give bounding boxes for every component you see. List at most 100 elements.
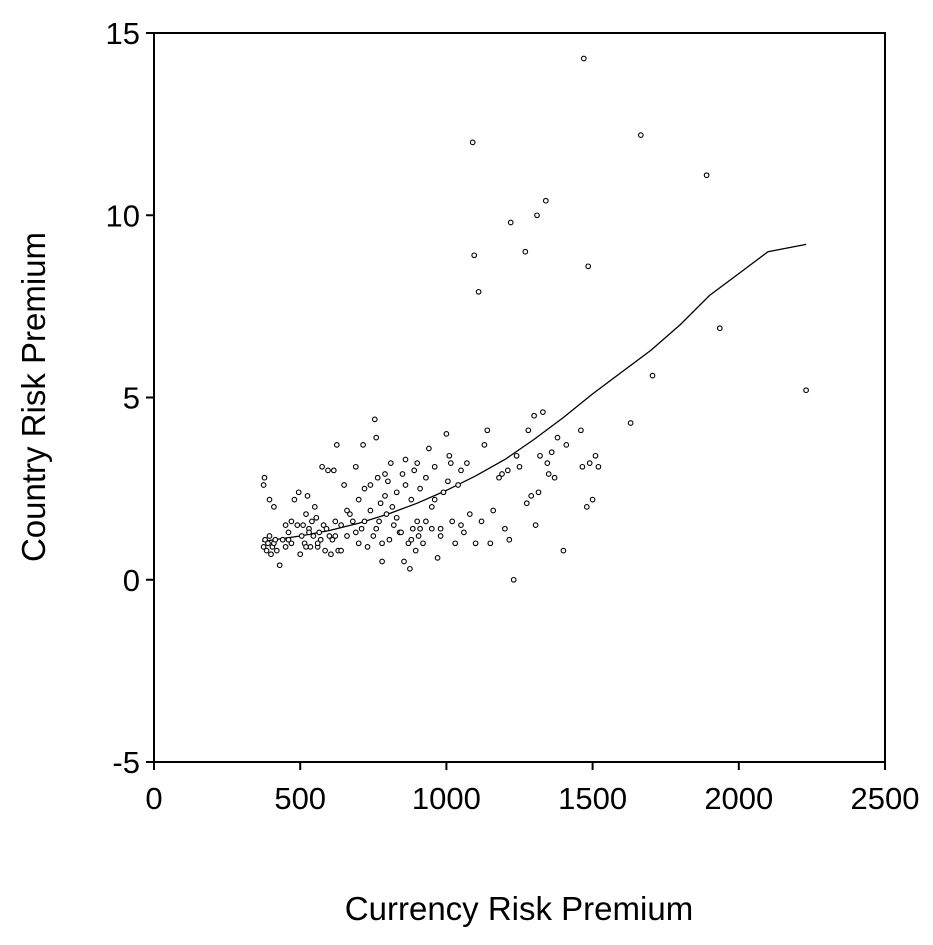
data-point [300,522,306,528]
data-point [414,460,421,466]
data-point [528,493,535,499]
data-point [322,547,328,554]
data-point [389,504,396,510]
data-point [446,452,453,459]
data-point [408,496,415,503]
data-point [382,471,388,477]
data-point [326,533,333,539]
data-point [487,540,494,547]
data-point [417,525,423,532]
data-point [516,463,523,470]
data-point [502,525,508,532]
data-point [443,431,450,437]
data-point [266,533,273,539]
fit-curve [262,243,807,543]
data-point [338,522,344,528]
data-point [385,478,391,485]
data-point [455,482,461,488]
data-point [379,540,385,547]
data-point [311,504,318,510]
data-point [352,529,359,536]
x-tick-label: 0 [145,781,162,816]
y-axis-title: Country Risk Premium [15,232,52,562]
data-point [506,536,513,543]
x-tick-label: 1000 [412,781,481,816]
data-point [472,540,479,547]
data-point [402,456,409,463]
data-point [637,132,644,138]
data-point [355,540,362,547]
data-point [279,536,286,543]
data-point [478,518,485,525]
data-point [358,525,365,532]
data-point [303,544,309,550]
data-point [398,529,404,536]
data-point [260,544,267,550]
data-point [288,540,295,547]
data-point [414,518,421,525]
data-point [803,387,809,394]
y-tick-label: 0 [123,563,140,598]
data-point [445,478,451,485]
data-points [260,55,809,583]
data-point [306,529,312,536]
data-point [586,460,593,466]
data-point [371,416,378,423]
data-point [332,518,339,525]
data-point [310,533,317,539]
data-point [401,558,407,565]
data-point [407,565,413,572]
data-point [627,420,634,426]
data-point [534,212,540,219]
plot-frame [153,32,886,763]
data-point [469,139,476,146]
data-point [377,500,384,507]
data-point [341,482,347,488]
data-point [437,525,444,532]
data-point [317,536,324,543]
data-point [423,518,429,525]
data-point [420,540,426,547]
data-point [344,507,350,514]
data-point [703,172,710,179]
data-point [434,555,441,561]
data-point [531,412,537,419]
data-point [361,518,368,525]
data-point [330,467,337,474]
data-point [387,460,394,466]
y-axis: -5 0 5 10 15 [106,16,154,780]
data-point [379,558,385,565]
data-point [452,540,459,547]
data-point [329,536,336,543]
data-point [383,511,390,517]
data-point [426,445,432,452]
data-point [428,525,435,532]
data-point [428,504,435,510]
data-point [271,504,277,510]
data-point [282,544,289,550]
data-point [513,452,520,459]
data-point [386,536,393,543]
data-point [360,442,366,448]
data-point [579,463,586,470]
data-point [466,511,473,517]
data-point [260,482,267,488]
data-point [295,489,302,496]
y-tick-label: 15 [106,16,140,51]
data-point [510,576,517,583]
data-point [338,547,344,554]
data-point [367,482,374,488]
data-point [447,460,454,466]
data-point [449,518,456,525]
data-point [313,514,320,521]
data-point [288,518,295,525]
data-point [595,463,602,470]
data-point [263,547,270,554]
data-point [373,434,380,441]
data-point [440,489,447,496]
data-point [548,449,555,456]
data-point [499,471,505,477]
data-point [361,485,368,492]
data-point [409,525,416,532]
data-point [583,504,590,510]
